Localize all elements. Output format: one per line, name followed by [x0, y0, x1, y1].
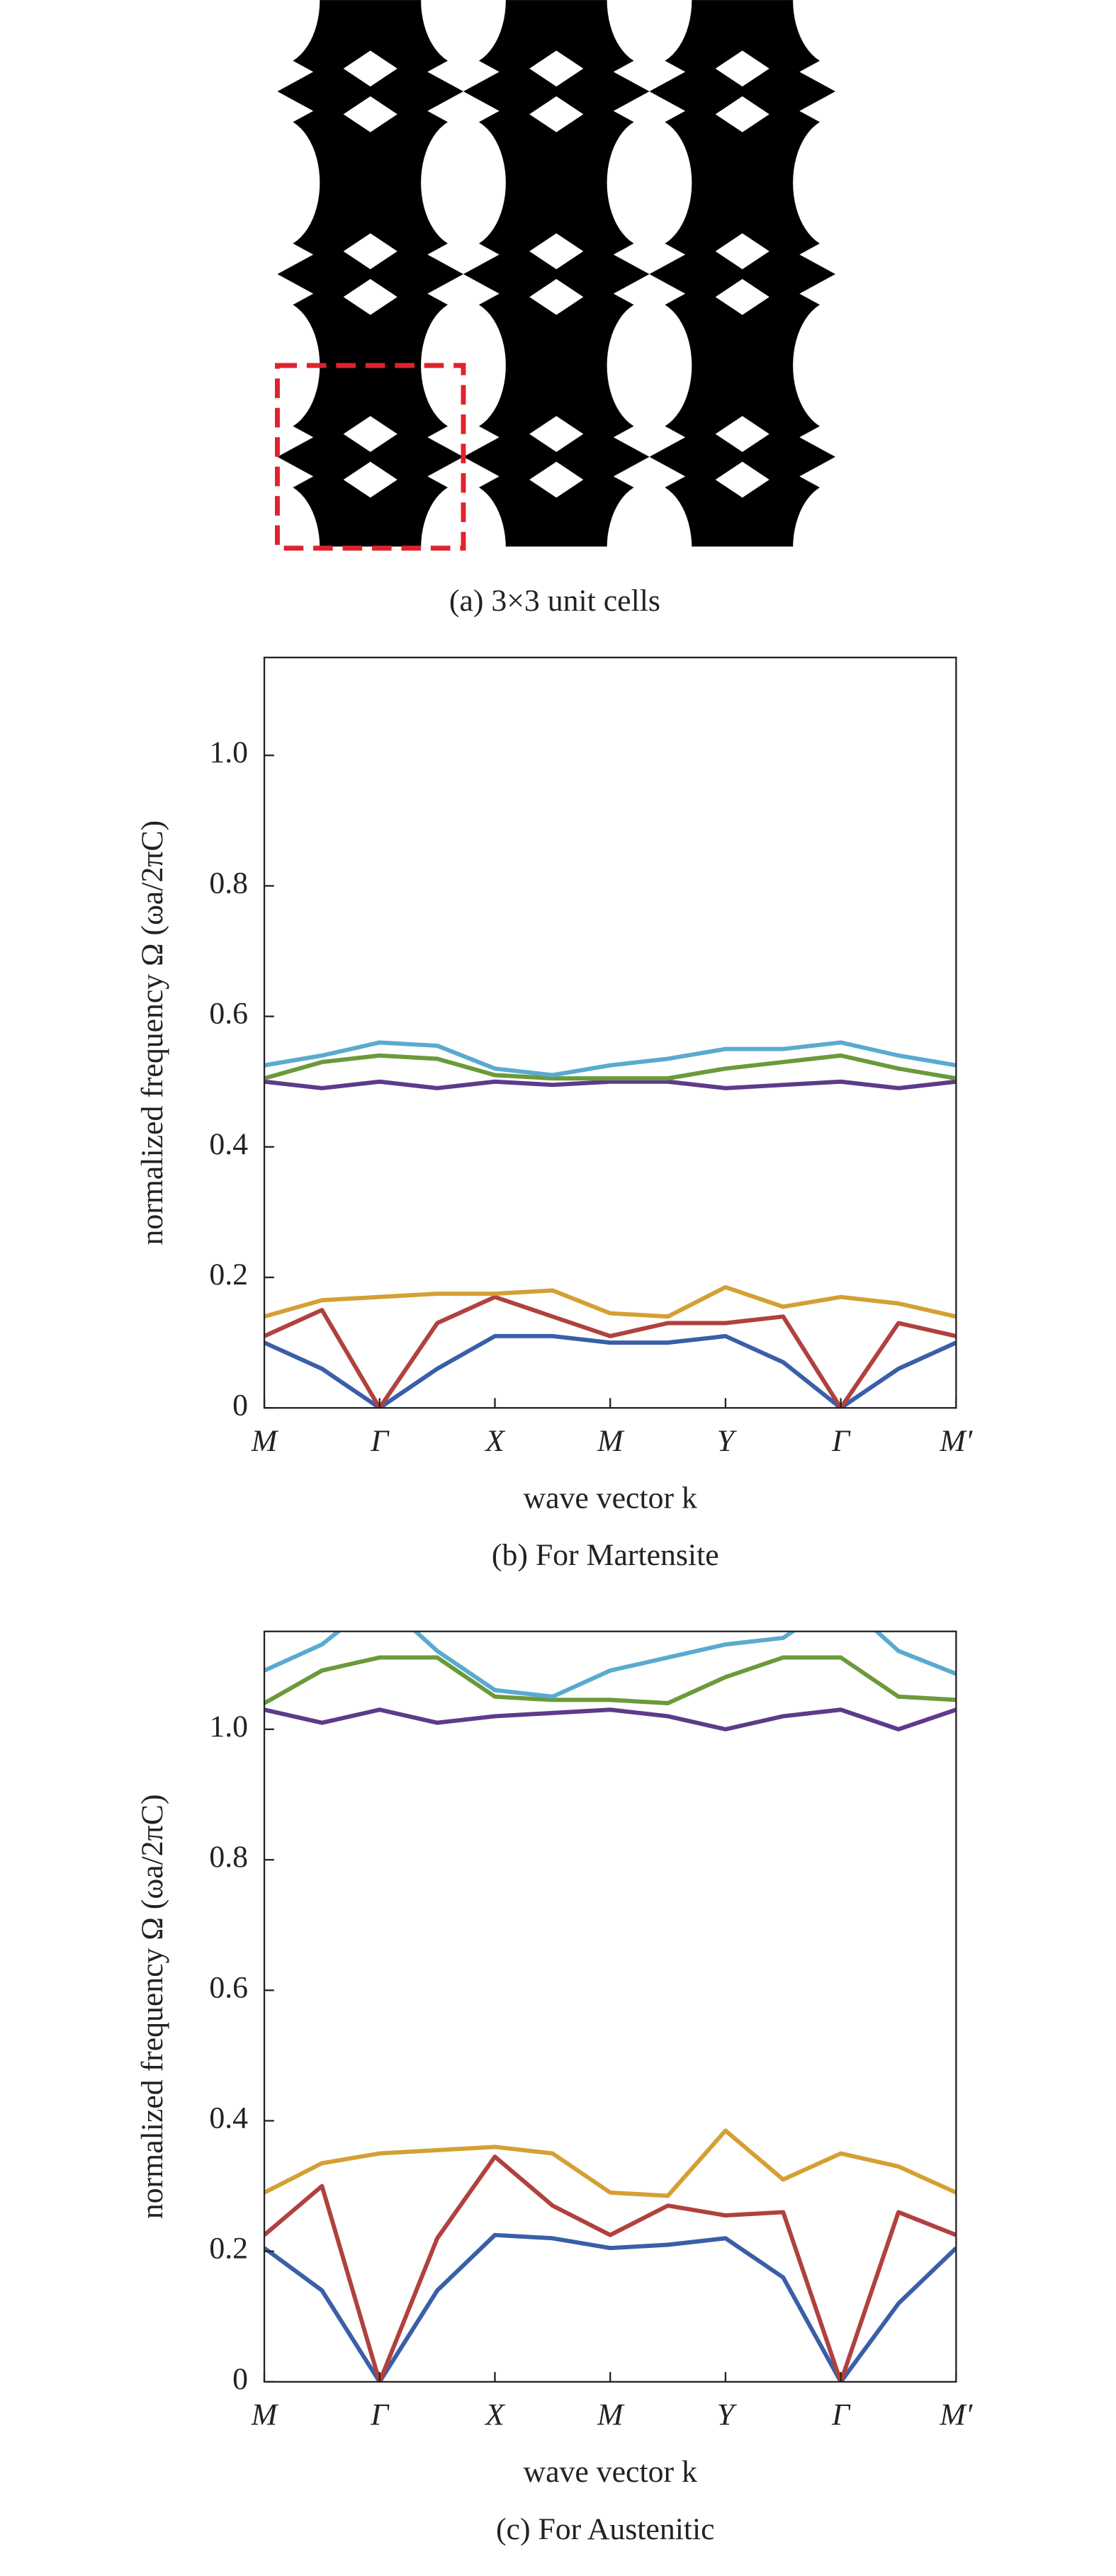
x-tick-label: X: [484, 2398, 506, 2432]
x-tick-label: M: [251, 1424, 279, 1458]
band-line: [264, 1631, 957, 1699]
x-tick-label: M′: [939, 2398, 973, 2432]
y-tick-label: 1.0: [209, 735, 248, 769]
y-tick-label: 0.4: [209, 1127, 248, 1161]
plot-lines: [264, 1631, 957, 2382]
x-tick-label: M: [597, 1424, 625, 1458]
y-tick-label: 0.6: [209, 1970, 248, 2004]
x-axis-label: wave vector k: [523, 2455, 697, 2489]
band-line: [264, 2232, 957, 2382]
y-tick-label: 0.8: [209, 1840, 248, 1874]
band-line: [264, 2154, 957, 2382]
unit-cell-pattern: [277, 0, 835, 547]
y-axis-label: normalized frequency Ω (ωa/2πC): [135, 1794, 169, 2219]
x-axis-label: wave vector k: [523, 1481, 697, 1515]
x-tick-label: M: [251, 2398, 279, 2432]
y-axis-label: normalized frequency Ω (ωa/2πC): [135, 820, 169, 1245]
band-line: [264, 1333, 957, 1408]
band-line: [264, 1284, 957, 1319]
chart-caption: (b) For Martensite: [492, 1538, 719, 1572]
plot-frame: [263, 1630, 957, 2383]
x-tick-label: Y: [717, 1424, 738, 1458]
y-tick-label: 0.4: [209, 2101, 248, 2135]
band-line: [264, 1707, 957, 1732]
x-tick-label: Γ: [831, 2398, 851, 2432]
y-tick-label: 0.2: [209, 2232, 248, 2266]
band-line: [264, 1655, 957, 1706]
y-tick-label: 0.6: [209, 997, 248, 1031]
y-tick-label: 1.0: [209, 1710, 248, 1744]
band-line: [264, 1294, 957, 1408]
y-tick-label: 0.2: [209, 1258, 248, 1292]
x-tick-label: M: [597, 2398, 625, 2432]
band-line: [264, 1053, 957, 1081]
x-tick-label: X: [484, 1424, 506, 1458]
band-line: [264, 1040, 957, 1078]
x-tick-label: Γ: [370, 1424, 390, 1458]
x-tick-label: Y: [717, 2398, 738, 2432]
x-tick-label: Γ: [370, 2398, 390, 2432]
x-tick-label: Γ: [831, 1424, 851, 1458]
band-line: [264, 2128, 957, 2198]
band-line: [264, 1079, 957, 1090]
figure-caption: (a) 3×3 unit cells: [449, 584, 660, 618]
plot-lines: [264, 1040, 957, 1408]
unit-cell-outline: [274, 363, 466, 551]
y-tick-label: 0: [232, 1388, 248, 1422]
x-tick-label: M′: [939, 1424, 973, 1458]
y-tick-label: 0.8: [209, 866, 248, 900]
plot-frame: [263, 656, 957, 1409]
chart-caption: (c) For Austenitic: [496, 2512, 715, 2546]
y-tick-label: 0: [232, 2362, 248, 2396]
